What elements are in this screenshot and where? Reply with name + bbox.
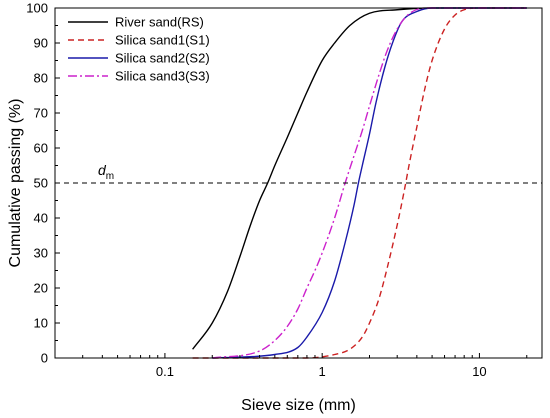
legend: River sand(RS) Silica sand1(S1) Silica san…: [68, 15, 210, 84]
annotations: dm: [98, 162, 114, 182]
y-tick-label: 70: [34, 106, 48, 121]
legend-label-3: Silica sand2(S2): [115, 51, 210, 66]
y-tick-label: 90: [34, 36, 48, 51]
y-tick-label: 100: [26, 1, 48, 16]
y-tick-label: 30: [34, 246, 48, 261]
series-line-1: [192, 7, 527, 350]
y-tick-label: 20: [34, 281, 48, 296]
y-axis-ticks: 0 10 20 30 40 50 60 70 80 90 100: [26, 1, 60, 366]
x-axis-title: Sieve size (mm): [241, 397, 356, 414]
legend-label-1: River sand(RS): [115, 15, 204, 30]
x-tick-label: 0.1: [156, 364, 174, 379]
reference-line-label: dm: [98, 162, 114, 182]
y-axis-title: Cumulative passing (%): [7, 99, 24, 268]
curves-layer: [192, 7, 527, 359]
y-tick-label: 10: [34, 316, 48, 331]
y-tick-label: 50: [34, 176, 48, 191]
y-tick-label: 60: [34, 141, 48, 156]
x-axis-ticks: 0.1 1 10: [82, 353, 528, 379]
series-line-4: [212, 7, 527, 359]
x-tick-label: 1: [319, 364, 326, 379]
series-line-2: [192, 7, 527, 359]
x-tick-label: 10: [472, 364, 486, 379]
legend-label-4: Silica sand3(S3): [115, 69, 210, 84]
legend-label-2: Silica sand1(S1): [115, 33, 210, 48]
y-tick-label: 80: [34, 71, 48, 86]
series-line-3: [212, 7, 527, 359]
y-tick-label: 40: [34, 211, 48, 226]
y-tick-label: 0: [41, 351, 48, 366]
